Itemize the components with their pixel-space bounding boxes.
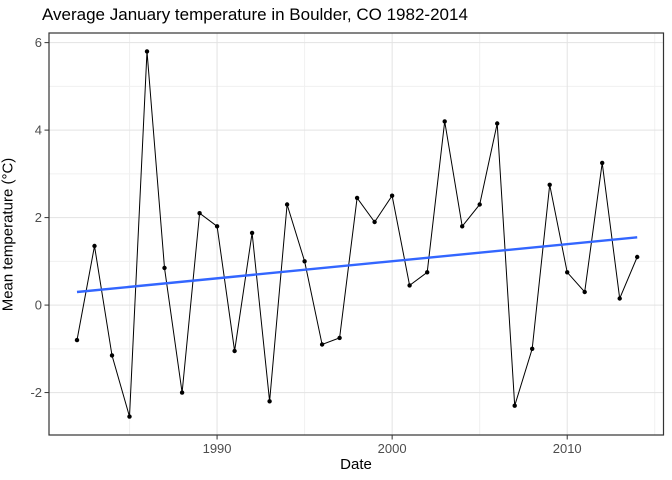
data-point xyxy=(319,342,325,347)
data-point xyxy=(179,390,185,395)
x-axis-title: Date xyxy=(340,456,372,473)
data-point xyxy=(337,335,342,341)
data-point xyxy=(425,270,430,275)
y-tick-label: 0 xyxy=(35,298,42,313)
data-point xyxy=(512,403,517,408)
data-point xyxy=(460,224,465,229)
data-point xyxy=(92,243,97,249)
data-point xyxy=(582,289,587,295)
plot-panel xyxy=(49,33,664,435)
x-tick-label: 2000 xyxy=(378,441,407,456)
data-point xyxy=(635,254,640,260)
data-point xyxy=(530,346,535,351)
data-point xyxy=(600,160,605,166)
data-point xyxy=(267,399,272,404)
chart-title: Average January temperature in Boulder, … xyxy=(42,5,468,24)
data-point xyxy=(565,270,570,275)
y-tick-label: -2 xyxy=(30,385,42,400)
data-point xyxy=(249,230,255,236)
data-point xyxy=(144,49,150,54)
x-tick-label: 2010 xyxy=(553,441,582,456)
data-point xyxy=(495,121,500,126)
y-axis-title: Mean temperature (°C) xyxy=(0,157,17,312)
data-point xyxy=(284,202,290,207)
data-point xyxy=(214,224,220,229)
data-point xyxy=(354,195,360,201)
panel-border xyxy=(48,32,665,436)
data-point xyxy=(74,337,80,343)
data-point xyxy=(109,353,115,358)
data-point xyxy=(617,296,622,301)
data-point xyxy=(197,211,202,216)
data-point xyxy=(302,259,307,264)
data-point xyxy=(547,182,552,187)
y-tick-label: 4 xyxy=(35,123,42,138)
y-tick-label: 6 xyxy=(35,35,42,50)
data-point xyxy=(477,202,482,207)
data-point xyxy=(372,219,377,225)
trend-line xyxy=(76,236,638,294)
y-tick-label: 2 xyxy=(35,210,42,225)
data-point xyxy=(127,414,132,419)
data-point xyxy=(442,119,447,124)
data-point xyxy=(162,265,167,271)
data-point xyxy=(407,283,412,288)
x-tick-label: 1990 xyxy=(203,441,232,456)
data-point xyxy=(232,348,237,354)
data-point xyxy=(389,193,395,198)
